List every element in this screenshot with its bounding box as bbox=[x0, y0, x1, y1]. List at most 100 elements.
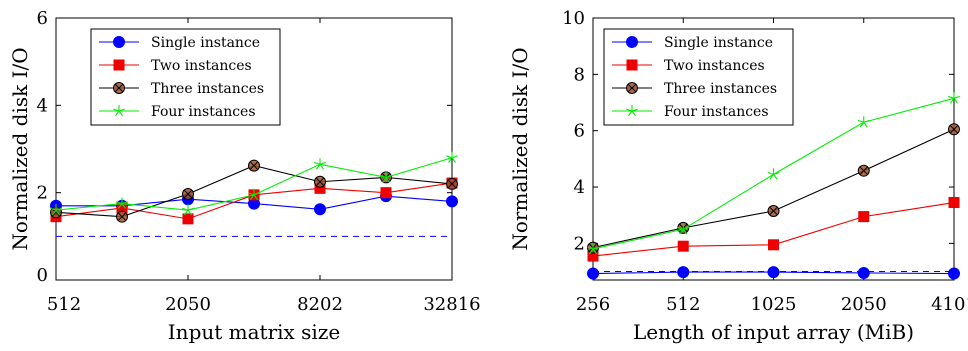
data-point bbox=[314, 175, 326, 188]
data-point-ray bbox=[316, 163, 321, 170]
data-point-cross-b bbox=[117, 212, 127, 221]
x-tick-label: 1025 bbox=[751, 294, 797, 315]
legend-marker-ray bbox=[118, 110, 123, 117]
data-point-ray bbox=[769, 174, 774, 180]
legend-label: Three instances bbox=[664, 81, 777, 97]
legend-entry: Two instances bbox=[99, 58, 252, 74]
legend-entry: Single instance bbox=[99, 35, 260, 51]
data-point-ray bbox=[592, 246, 599, 250]
data-point bbox=[948, 92, 960, 104]
data-point bbox=[677, 223, 690, 235]
data-point bbox=[587, 267, 599, 280]
legend-marker-ray bbox=[628, 110, 633, 117]
data-point-ray bbox=[50, 207, 57, 211]
y-tick-label: 6 bbox=[37, 8, 48, 29]
legend-label: Single instance bbox=[151, 35, 260, 51]
legend-marker bbox=[113, 59, 125, 71]
x-tick-label: 256 bbox=[576, 294, 610, 315]
data-point bbox=[948, 197, 960, 209]
data-point bbox=[677, 266, 690, 279]
legend-marker bbox=[626, 82, 638, 94]
data-point-ray bbox=[253, 192, 260, 196]
legend-marker bbox=[113, 105, 125, 117]
data-point-ray bbox=[121, 201, 128, 205]
data-point bbox=[116, 197, 128, 209]
legend-marker bbox=[626, 59, 638, 71]
legend-marker-ray bbox=[626, 108, 633, 112]
data-point-ray bbox=[950, 97, 955, 104]
data-point bbox=[858, 211, 870, 223]
y-tick-label: 10 bbox=[562, 8, 585, 29]
data-point-ray bbox=[682, 228, 688, 235]
y-tick-label: 0 bbox=[37, 265, 48, 286]
data-point-ray bbox=[385, 177, 390, 183]
data-point-ray bbox=[451, 157, 456, 163]
data-point bbox=[380, 171, 392, 183]
legend-entry: Single instance bbox=[612, 35, 773, 51]
legend-marker bbox=[113, 36, 125, 48]
legend-label: Two instances bbox=[151, 58, 252, 74]
data-point-ray bbox=[683, 226, 690, 230]
legend-marker-ray bbox=[118, 108, 125, 112]
data-point-ray bbox=[953, 95, 960, 99]
legend-marker-cross-b bbox=[627, 83, 637, 93]
data-point-ray bbox=[55, 209, 60, 216]
legend-entry: Two instances bbox=[612, 58, 765, 74]
data-point bbox=[948, 267, 960, 280]
x-axis-label: Length of input array (MiB) bbox=[633, 320, 914, 344]
data-point bbox=[587, 250, 599, 262]
data-point bbox=[248, 188, 260, 201]
data-point-ray bbox=[863, 119, 870, 123]
data-point-ray bbox=[250, 194, 255, 201]
data-point-cross-b bbox=[315, 177, 325, 187]
y-axis-label: Normalized disk I/O bbox=[508, 47, 532, 250]
data-point-ray bbox=[55, 207, 62, 211]
plot-frame bbox=[55, 17, 453, 281]
data-point bbox=[587, 243, 599, 255]
data-point bbox=[116, 202, 128, 214]
data-point-ray bbox=[184, 209, 189, 216]
data-point bbox=[50, 204, 62, 216]
data-point-ray bbox=[382, 177, 387, 183]
legend-marker-ray bbox=[631, 108, 638, 112]
data-point-ray bbox=[857, 119, 864, 123]
data-point-ray bbox=[451, 155, 458, 159]
data-point bbox=[767, 168, 780, 180]
legend-marker-ray bbox=[113, 108, 120, 112]
y-axis-label: Normalized disk I/O bbox=[8, 47, 32, 250]
legend-entry: Four instances bbox=[99, 104, 256, 120]
data-point-ray bbox=[589, 248, 594, 255]
legend-marker-ray bbox=[115, 110, 120, 117]
legend-entry: Three instances bbox=[612, 81, 777, 97]
legend-label: Single instance bbox=[664, 35, 773, 51]
legend-marker-ray bbox=[631, 110, 636, 117]
x-tick-label: 32816 bbox=[423, 294, 480, 315]
x-tick-label: 4101 bbox=[931, 294, 968, 315]
data-point-ray bbox=[116, 201, 123, 205]
data-point bbox=[857, 164, 870, 177]
x-axis-label: Input matrix size bbox=[168, 320, 340, 344]
data-point-ray bbox=[859, 121, 865, 128]
data-point bbox=[314, 158, 326, 170]
legend-label: Three instances bbox=[151, 81, 264, 97]
data-point-ray bbox=[182, 207, 189, 211]
data-point-ray bbox=[319, 163, 324, 170]
data-point bbox=[182, 204, 194, 216]
legend: Single instance Two instances Three instan… bbox=[90, 28, 281, 126]
data-point bbox=[446, 177, 458, 190]
data-point bbox=[380, 187, 392, 199]
data-point-ray bbox=[118, 203, 123, 209]
data-point-cross-b bbox=[769, 206, 778, 216]
data-point-ray bbox=[587, 246, 594, 250]
legend-marker bbox=[113, 82, 125, 94]
y-tick-label: 2 bbox=[574, 233, 585, 254]
legend-marker bbox=[626, 105, 638, 117]
chart-2: 256 512 1025 2050 4101 2 4 6 8 10 Length of input … bbox=[508, 8, 968, 344]
data-point-ray bbox=[592, 248, 597, 255]
legend-label: Four instances bbox=[151, 104, 256, 120]
x-tick-label: 512 bbox=[47, 294, 81, 315]
data-point bbox=[857, 266, 870, 279]
data-point-ray bbox=[380, 175, 387, 178]
series-single-instance bbox=[587, 266, 960, 280]
data-point-ray bbox=[319, 161, 326, 165]
